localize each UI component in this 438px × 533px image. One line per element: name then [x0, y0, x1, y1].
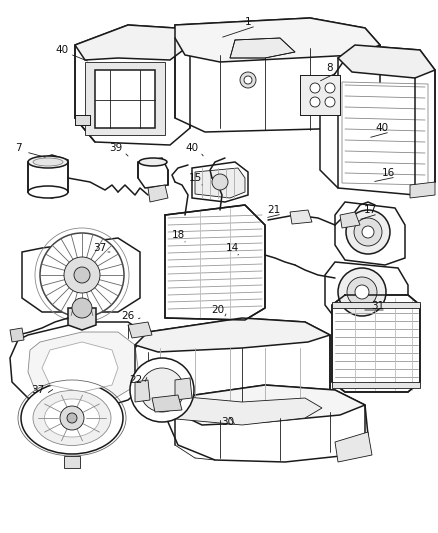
Polygon shape	[325, 262, 408, 322]
Circle shape	[74, 267, 90, 283]
Circle shape	[310, 83, 320, 93]
Polygon shape	[75, 115, 90, 125]
Circle shape	[60, 406, 84, 430]
Ellipse shape	[33, 391, 111, 446]
Polygon shape	[148, 185, 168, 202]
Text: 40: 40	[185, 143, 198, 153]
Text: 15: 15	[188, 173, 201, 183]
Polygon shape	[332, 382, 420, 388]
Polygon shape	[135, 318, 330, 352]
Circle shape	[240, 72, 256, 88]
Circle shape	[354, 218, 382, 246]
Circle shape	[355, 285, 369, 299]
Polygon shape	[335, 432, 372, 462]
Text: 16: 16	[381, 168, 395, 178]
Text: 40: 40	[375, 123, 389, 133]
Polygon shape	[148, 395, 322, 425]
Polygon shape	[22, 238, 140, 312]
Text: 18: 18	[171, 230, 185, 240]
Polygon shape	[195, 168, 245, 198]
Polygon shape	[340, 212, 360, 228]
Text: 31: 31	[371, 301, 385, 311]
Polygon shape	[320, 45, 435, 195]
Polygon shape	[410, 182, 435, 198]
Circle shape	[347, 277, 377, 307]
Text: 17: 17	[364, 205, 377, 215]
Polygon shape	[10, 322, 152, 410]
Circle shape	[362, 226, 374, 238]
Polygon shape	[85, 62, 165, 135]
Polygon shape	[135, 380, 150, 402]
Polygon shape	[138, 158, 168, 188]
Circle shape	[325, 83, 335, 93]
Ellipse shape	[45, 399, 99, 437]
Text: 22: 22	[129, 375, 143, 385]
Circle shape	[325, 97, 335, 107]
Text: 40: 40	[56, 45, 69, 55]
Polygon shape	[75, 25, 190, 60]
Polygon shape	[175, 18, 380, 62]
Circle shape	[67, 413, 77, 423]
Circle shape	[72, 298, 92, 318]
Polygon shape	[68, 308, 96, 330]
Polygon shape	[338, 45, 435, 78]
Text: 39: 39	[110, 143, 123, 153]
Circle shape	[130, 358, 194, 422]
Polygon shape	[175, 378, 192, 400]
Polygon shape	[75, 25, 190, 145]
Circle shape	[338, 268, 386, 316]
Polygon shape	[95, 70, 155, 128]
Polygon shape	[135, 318, 330, 415]
Polygon shape	[175, 18, 380, 132]
Text: 7: 7	[15, 143, 21, 153]
Polygon shape	[64, 456, 80, 468]
Polygon shape	[300, 75, 340, 115]
Polygon shape	[165, 205, 265, 320]
Text: 37: 37	[32, 385, 45, 395]
Polygon shape	[152, 395, 182, 412]
Polygon shape	[192, 162, 248, 202]
Polygon shape	[168, 385, 368, 462]
Polygon shape	[28, 332, 138, 405]
Ellipse shape	[139, 158, 167, 166]
Circle shape	[244, 76, 252, 84]
Ellipse shape	[21, 382, 123, 454]
Ellipse shape	[28, 186, 68, 198]
Circle shape	[140, 368, 184, 412]
Polygon shape	[28, 155, 68, 198]
Polygon shape	[332, 302, 420, 308]
Polygon shape	[335, 202, 405, 265]
Circle shape	[40, 233, 124, 317]
Ellipse shape	[28, 156, 68, 168]
Text: 30: 30	[222, 417, 235, 427]
Text: 21: 21	[267, 205, 281, 215]
Text: 37: 37	[93, 243, 106, 253]
Text: 20: 20	[212, 305, 225, 315]
Polygon shape	[230, 38, 295, 58]
Text: 8: 8	[327, 63, 333, 73]
Circle shape	[310, 97, 320, 107]
Circle shape	[64, 257, 100, 293]
Polygon shape	[175, 385, 365, 425]
Text: 26: 26	[121, 311, 134, 321]
Text: 1: 1	[245, 17, 251, 27]
Polygon shape	[332, 295, 420, 392]
Ellipse shape	[33, 158, 63, 166]
Circle shape	[212, 174, 228, 190]
Polygon shape	[42, 342, 118, 392]
Polygon shape	[128, 322, 152, 338]
Circle shape	[346, 210, 390, 254]
Polygon shape	[342, 82, 428, 185]
Polygon shape	[10, 328, 24, 342]
Text: 14: 14	[226, 243, 239, 253]
Polygon shape	[290, 210, 312, 224]
